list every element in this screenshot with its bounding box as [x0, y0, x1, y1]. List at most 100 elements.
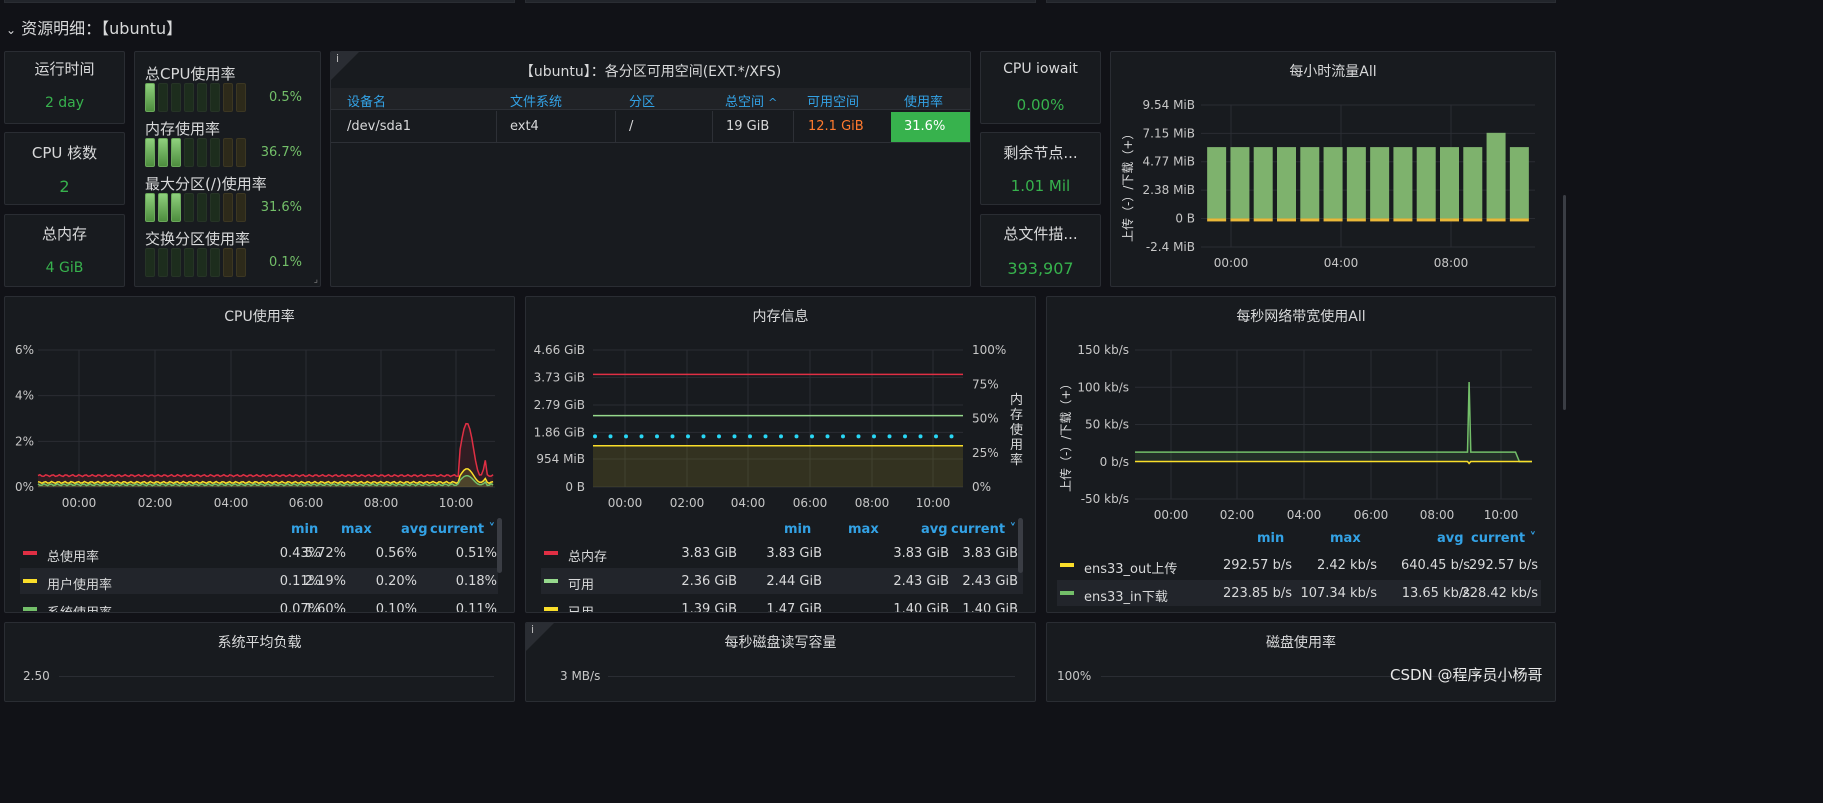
usage-dot[interactable] [701, 434, 706, 439]
bar-download[interactable] [1230, 147, 1250, 219]
section-header[interactable]: ⌄ 资源明细：【ubuntu】 [6, 15, 182, 39]
hourly-traffic-panel[interactable]: 每小时流量All 上传（-）/下载（+） 9.54 MiB 7.15 MiB 4.7… [1110, 51, 1556, 287]
legend-header-0[interactable]: min [291, 522, 319, 537]
bar-upload[interactable] [1463, 218, 1483, 222]
col-total[interactable]: 总空间 ^ [725, 95, 778, 110]
inodes-panel[interactable]: 剩余节点... 1.01 Mil [980, 132, 1101, 205]
legend-header-2[interactable]: avg [401, 522, 428, 537]
usage-dot[interactable] [841, 434, 845, 439]
usage-dot[interactable] [686, 434, 690, 439]
cpu-cores-panel[interactable]: CPU 核数 2 [4, 132, 125, 205]
network-bandwidth-panel[interactable]: 每秒网络带宽使用All 上传（-）/下载（+） 150 kb/s 100 kb/s… [1046, 296, 1556, 613]
legend-header-3[interactable]: current ˅ [430, 522, 496, 537]
usage-dot[interactable] [810, 434, 814, 439]
bar-download[interactable] [1300, 147, 1320, 219]
legend-header-1[interactable]: max [848, 522, 879, 537]
legend-header-2[interactable]: avg [921, 522, 948, 537]
bar-upload[interactable] [1346, 218, 1366, 222]
bar-download[interactable] [1440, 147, 1459, 219]
usage-dot[interactable] [825, 434, 830, 439]
legend-row[interactable] [1057, 580, 1541, 606]
network-chart[interactable]: 150 kb/s 100 kb/s 50 kb/s 0 b/s -50 kb/s 00:0… [1047, 297, 1556, 525]
iowait-panel[interactable]: CPU iowait 0.00% [980, 51, 1101, 124]
bar-upload[interactable] [1416, 218, 1436, 222]
usage-dot[interactable] [593, 434, 597, 439]
usage-dot[interactable] [903, 434, 907, 439]
usage-dot[interactable] [763, 434, 768, 439]
disk-space-table-panel[interactable]: i 【ubuntu】：各分区可用空间(EXT.*/XFS) 设备名 文件系统 分… [330, 51, 971, 287]
bar-download[interactable] [1346, 147, 1366, 219]
bar-upload[interactable] [1323, 218, 1343, 222]
usage-dot[interactable] [639, 434, 644, 439]
legend-row[interactable] [20, 568, 498, 594]
legend-header-1[interactable]: max [1330, 531, 1361, 546]
bar-download[interactable] [1207, 147, 1227, 219]
legend-header-1[interactable]: max [341, 522, 372, 537]
bar-upload[interactable] [1393, 218, 1413, 222]
series-line-in[interactable] [1135, 381, 1532, 463]
bar-upload[interactable] [1300, 218, 1320, 222]
hourly-traffic-chart[interactable]: 9.54 MiB 7.15 MiB 4.77 MiB 2.38 MiB 0 B -2.4 … [1111, 52, 1556, 287]
usage-dot[interactable] [748, 434, 752, 439]
usage-dot[interactable] [949, 434, 954, 439]
bar-gauge-panel[interactable]: 总CPU使用率 0.5% 内存使用率 36.7% 最大分区(/)使用率 31.6% 交换分区… [134, 51, 321, 287]
bar-download[interactable] [1323, 147, 1343, 219]
bar-download[interactable] [1253, 147, 1273, 219]
bar-download[interactable] [1277, 147, 1296, 219]
total-mem-panel[interactable]: 总内存 4 GiB [4, 214, 125, 287]
info-corner[interactable]: i [331, 52, 359, 80]
bar-download[interactable] [1463, 147, 1483, 219]
usage-dot[interactable] [624, 434, 628, 439]
series-line-2[interactable] [37, 474, 494, 487]
bar-download[interactable] [1509, 147, 1529, 219]
legend-header-0[interactable]: min [784, 522, 812, 537]
legend-scrollbar[interactable] [1018, 518, 1023, 573]
usage-dot[interactable] [717, 434, 721, 439]
bar-download[interactable] [1416, 147, 1436, 219]
bar-upload[interactable] [1370, 218, 1390, 222]
bar-upload[interactable] [1253, 218, 1273, 222]
col-device[interactable]: 设备名 [347, 95, 387, 110]
cpu-usage-panel[interactable]: CPU使用率 6% 4% 2% 0% 00:00 02:00 04:00 06:00 08:00… [4, 296, 515, 613]
bar-upload[interactable] [1277, 218, 1296, 222]
legend-header-0[interactable]: min [1257, 531, 1285, 546]
legend-header-3[interactable]: current ˅ [1471, 531, 1537, 546]
bar-upload[interactable] [1509, 218, 1529, 222]
usage-dot[interactable] [670, 434, 675, 439]
bar-upload[interactable] [1230, 218, 1250, 222]
usage-dot[interactable] [732, 434, 737, 439]
series-line-out[interactable] [1135, 460, 1532, 465]
legend-scrollbar[interactable] [497, 518, 502, 573]
memory-panel[interactable]: 内存信息 4.66 GiB 3.73 GiB 2.79 GiB 1.86 GiB 954… [525, 296, 1036, 613]
legend-row[interactable] [541, 568, 1023, 594]
load-average-panel[interactable]: 系统平均负载 2.50 [4, 622, 515, 702]
bar-upload[interactable] [1486, 218, 1506, 222]
cpu-usage-chart[interactable]: 6% 4% 2% 0% 00:00 02:00 04:00 06:00 08:00 10:00 [5, 297, 515, 512]
legend-header-3[interactable]: current ˅ [951, 522, 1017, 537]
bar-upload[interactable] [1207, 218, 1227, 222]
uptime-panel[interactable]: 运行时间 2 day [4, 51, 125, 124]
usage-dot[interactable] [779, 434, 783, 439]
page-scrollbar[interactable] [1563, 195, 1566, 410]
usage-dot[interactable] [887, 434, 892, 439]
series-line-1[interactable] [37, 468, 494, 485]
col-fs[interactable]: 文件系统 [510, 95, 563, 110]
disk-io-panel[interactable]: i 每秒磁盘读写容量 3 MB/s [525, 622, 1036, 702]
usage-dot[interactable] [856, 434, 861, 439]
disk-usage-panel[interactable]: 磁盘使用率 100% [1046, 622, 1556, 702]
bar-download[interactable] [1393, 147, 1413, 219]
usage-dot[interactable] [608, 434, 613, 439]
bar-download[interactable] [1370, 147, 1390, 219]
col-usage[interactable]: 使用率 [904, 95, 944, 110]
series-line-0[interactable] [37, 422, 494, 478]
resize-handle-icon[interactable]: ⌟ [313, 275, 318, 285]
col-avail[interactable]: 可用空间 [807, 95, 860, 110]
bar-upload[interactable] [1440, 218, 1459, 222]
col-mount[interactable]: 分区 [629, 95, 656, 110]
usage-dot[interactable] [872, 434, 876, 439]
table-row[interactable]: /dev/sda1 ext4 / 19 GiB 12.1 GiB 31.6% [331, 111, 970, 143]
legend-header-2[interactable]: avg [1437, 531, 1464, 546]
memory-chart[interactable]: 4.66 GiB 3.73 GiB 2.79 GiB 1.86 GiB 954 MiB 0… [526, 297, 1036, 512]
usage-dot[interactable] [794, 434, 799, 439]
usage-dot[interactable] [655, 434, 659, 439]
